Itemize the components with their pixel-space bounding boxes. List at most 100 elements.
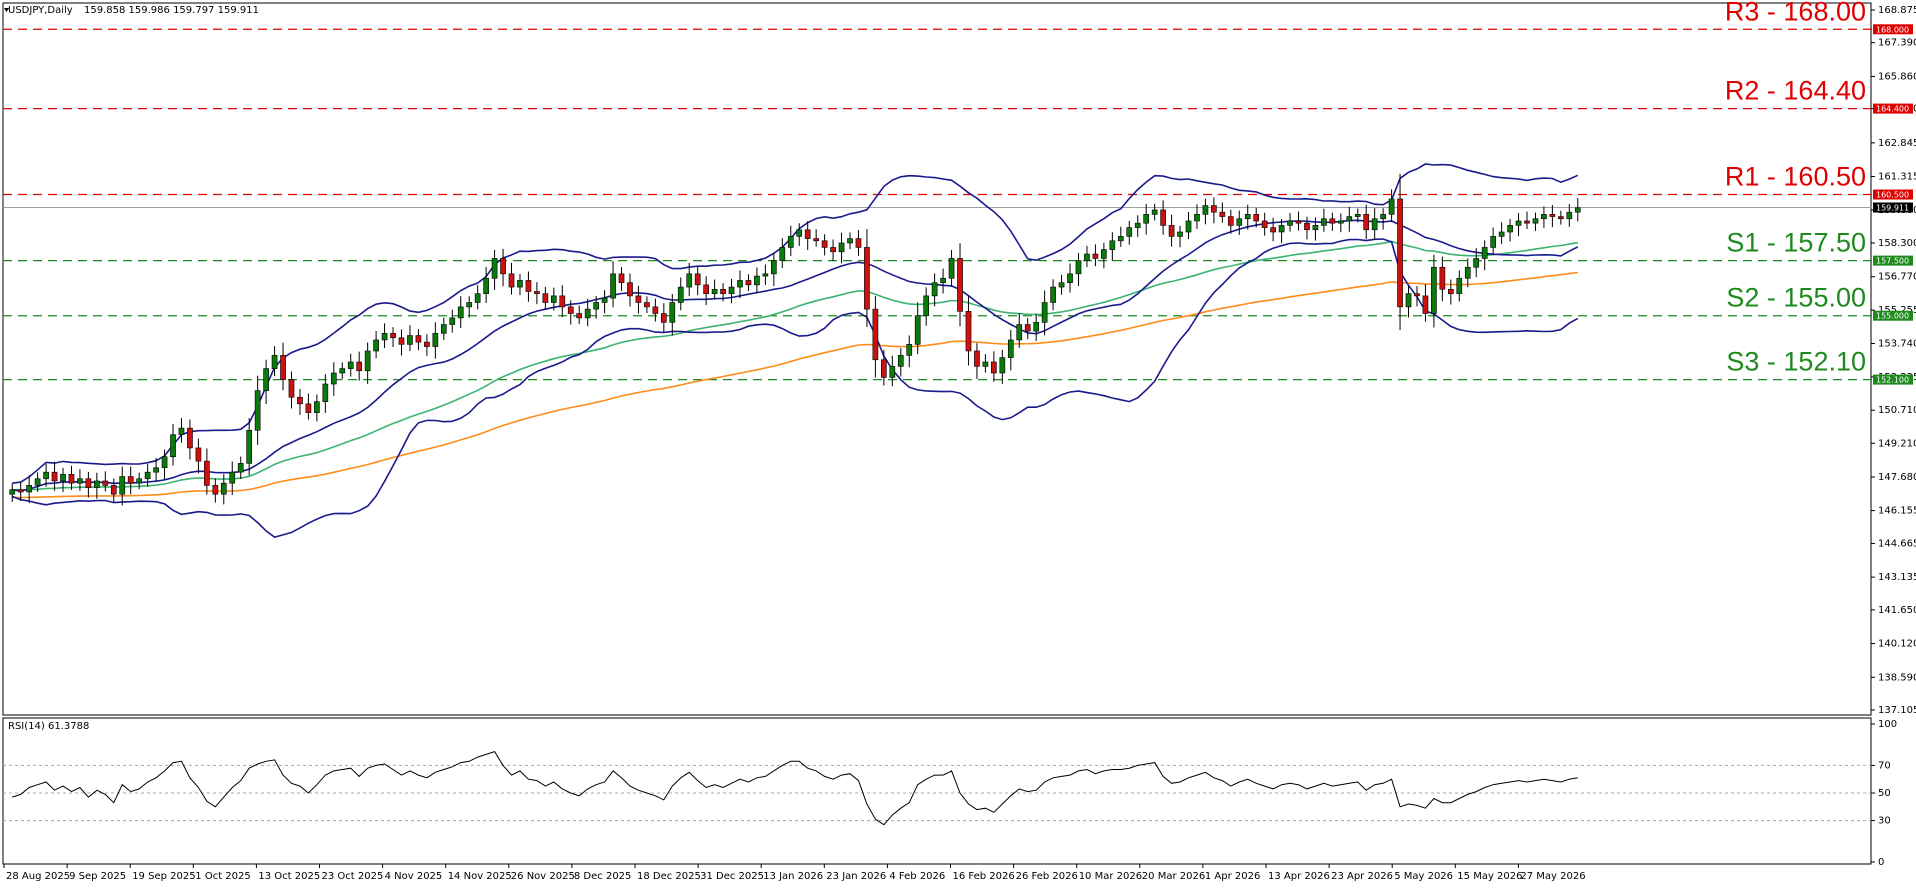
- candle[interactable]: [17, 482, 24, 501]
- candle[interactable]: [669, 294, 676, 336]
- candle[interactable]: [237, 456, 244, 479]
- candle[interactable]: [1337, 213, 1344, 233]
- candle[interactable]: [94, 472, 100, 499]
- candle[interactable]: [381, 323, 388, 348]
- candle[interactable]: [60, 467, 66, 493]
- candle[interactable]: [728, 278, 735, 304]
- candle[interactable]: [1211, 197, 1217, 224]
- candle[interactable]: [364, 342, 371, 384]
- candle[interactable]: [1236, 210, 1243, 235]
- candle[interactable]: [754, 267, 760, 294]
- candle[interactable]: [1549, 204, 1556, 228]
- candle[interactable]: [762, 264, 769, 285]
- main-price-panel[interactable]: [2, 2, 1872, 716]
- candle[interactable]: [424, 334, 430, 356]
- candle[interactable]: [119, 466, 126, 506]
- candle[interactable]: [559, 285, 566, 318]
- candle[interactable]: [644, 296, 650, 314]
- candle[interactable]: [1439, 256, 1446, 302]
- candle[interactable]: [974, 343, 980, 379]
- candle[interactable]: [1456, 270, 1463, 302]
- candle[interactable]: [1541, 206, 1547, 229]
- candle[interactable]: [999, 349, 1006, 384]
- candle[interactable]: [872, 295, 879, 378]
- candle[interactable]: [567, 300, 574, 325]
- candle[interactable]: [68, 465, 75, 490]
- candle[interactable]: [660, 303, 667, 333]
- candle[interactable]: [144, 463, 151, 487]
- candle[interactable]: [254, 375, 261, 445]
- candle[interactable]: [737, 270, 743, 299]
- candle[interactable]: [1058, 274, 1065, 295]
- candle[interactable]: [1490, 227, 1496, 255]
- candle[interactable]: [635, 285, 642, 314]
- candle[interactable]: [1515, 213, 1522, 237]
- candle[interactable]: [627, 273, 633, 307]
- candle[interactable]: [187, 419, 193, 460]
- candle[interactable]: [1464, 258, 1471, 287]
- candle[interactable]: [347, 353, 354, 377]
- candle[interactable]: [1244, 204, 1251, 230]
- candle[interactable]: [1558, 210, 1564, 225]
- candle[interactable]: [85, 471, 92, 498]
- candle[interactable]: [1227, 209, 1234, 234]
- candle[interactable]: [136, 472, 143, 490]
- candle[interactable]: [1371, 208, 1378, 241]
- candle[interactable]: [1295, 211, 1302, 231]
- candle[interactable]: [906, 335, 913, 368]
- candle[interactable]: [534, 282, 540, 305]
- candle[interactable]: [1431, 254, 1437, 328]
- candle[interactable]: [576, 305, 583, 325]
- candle[interactable]: [491, 249, 498, 290]
- candle[interactable]: [161, 449, 168, 480]
- candle[interactable]: [991, 351, 997, 382]
- rsi-panel[interactable]: [2, 717, 1872, 865]
- candle[interactable]: [43, 463, 49, 487]
- candle[interactable]: [1532, 212, 1539, 231]
- candle[interactable]: [1160, 200, 1166, 235]
- candle[interactable]: [1041, 290, 1048, 336]
- candle[interactable]: [1007, 330, 1014, 371]
- candle[interactable]: [1151, 203, 1158, 221]
- candle[interactable]: [948, 249, 955, 287]
- candle[interactable]: [771, 253, 777, 286]
- candle[interactable]: [1219, 202, 1226, 223]
- candle[interactable]: [830, 239, 836, 262]
- candle[interactable]: [508, 262, 515, 295]
- candle[interactable]: [288, 371, 295, 409]
- candle[interactable]: [1185, 212, 1192, 240]
- candle[interactable]: [356, 351, 363, 381]
- candle[interactable]: [330, 362, 337, 396]
- candle[interactable]: [855, 230, 862, 256]
- candle[interactable]: [957, 243, 963, 327]
- candle[interactable]: [229, 461, 236, 495]
- candle[interactable]: [271, 346, 278, 377]
- candle[interactable]: [1194, 204, 1200, 230]
- candle[interactable]: [1202, 198, 1209, 225]
- candle[interactable]: [745, 274, 752, 292]
- candle[interactable]: [1380, 208, 1386, 230]
- candle[interactable]: [1354, 208, 1361, 223]
- candle[interactable]: [220, 474, 227, 505]
- candle[interactable]: [694, 266, 701, 296]
- candle[interactable]: [1134, 215, 1141, 237]
- candle[interactable]: [1481, 240, 1488, 271]
- candle[interactable]: [677, 277, 684, 311]
- candle[interactable]: [1168, 214, 1175, 247]
- candle[interactable]: [212, 478, 219, 503]
- candle[interactable]: [1253, 207, 1260, 228]
- candle[interactable]: [601, 290, 608, 314]
- candle[interactable]: [686, 262, 693, 297]
- candle[interactable]: [373, 331, 379, 359]
- candle[interactable]: [1346, 206, 1353, 232]
- candle[interactable]: [1101, 242, 1107, 269]
- candle[interactable]: [322, 374, 329, 413]
- candle[interactable]: [618, 267, 625, 292]
- candle[interactable]: [1075, 253, 1082, 286]
- candle[interactable]: [466, 296, 473, 318]
- candle[interactable]: [804, 221, 811, 251]
- candle[interactable]: [847, 232, 853, 250]
- candle[interactable]: [931, 273, 938, 307]
- candle[interactable]: [593, 295, 599, 319]
- candle[interactable]: [1261, 212, 1268, 236]
